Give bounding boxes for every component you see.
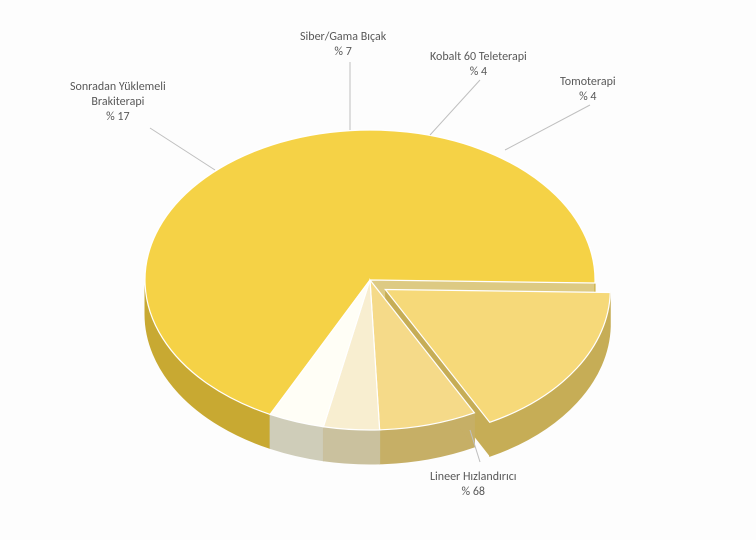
label-siber: Siber/Gama Bıçak % 7 <box>300 30 386 60</box>
label-lineer-pct: % 68 <box>462 485 485 499</box>
label-tomo-pct: % 4 <box>579 90 596 104</box>
label-lineer-name: Lineer Hızlandırıcı <box>430 470 517 484</box>
label-kobalt-name: Kobalt 60 Teleterapi <box>430 50 527 64</box>
label-kobalt-pct: % 4 <box>470 65 487 79</box>
label-braki-l3: % 17 <box>106 110 129 124</box>
pie-chart: Lineer Hızlandırıcı % 68 Sonradan Yüklem… <box>0 0 756 540</box>
label-tomo-name: Tomoterapi <box>560 75 616 89</box>
label-brakiterapi: Sonradan Yüklemeli Brakiterapi % 17 <box>70 80 166 125</box>
label-tomo: Tomoterapi % 4 <box>560 75 616 105</box>
label-siber-pct: % 7 <box>334 45 351 59</box>
label-siber-name: Siber/Gama Bıçak <box>300 30 386 44</box>
label-braki-l1: Sonradan Yüklemeli <box>70 80 166 94</box>
label-kobalt: Kobalt 60 Teleterapi % 4 <box>430 50 527 80</box>
label-braki-l2: Brakiterapi <box>91 95 144 109</box>
label-lineer: Lineer Hızlandırıcı % 68 <box>430 470 517 500</box>
